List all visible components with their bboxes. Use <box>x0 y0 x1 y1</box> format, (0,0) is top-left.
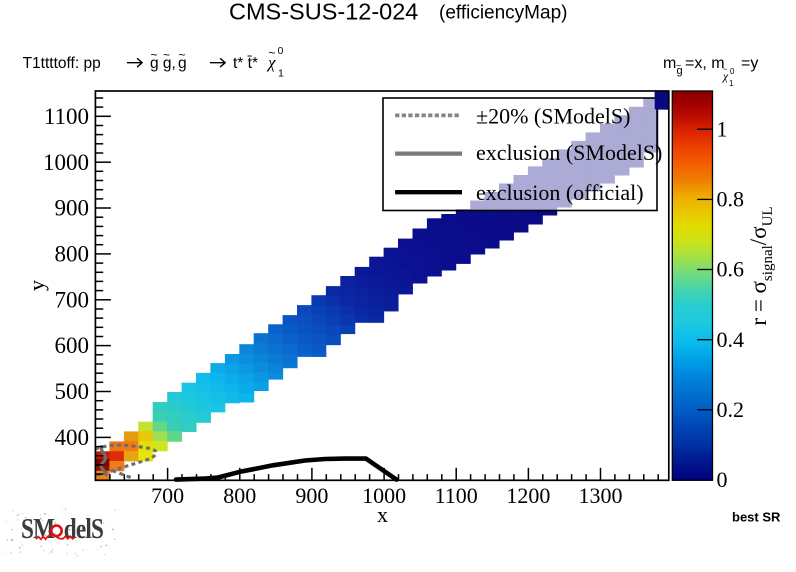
svg-text:900: 900 <box>295 483 328 508</box>
svg-text:0.2: 0.2 <box>717 397 745 422</box>
svg-text:800: 800 <box>55 242 90 267</box>
svg-text:SM: SM <box>21 513 55 545</box>
svg-text:~: ~ <box>676 61 681 71</box>
svg-text:900: 900 <box>55 196 90 221</box>
svg-text:x: x <box>377 502 388 527</box>
svg-text:1000: 1000 <box>43 150 89 175</box>
svg-text:CMS-SUS-12-024: CMS-SUS-12-024 <box>229 0 418 25</box>
svg-text:0: 0 <box>278 45 284 57</box>
svg-text:exclusion (SModelS): exclusion (SModelS) <box>476 140 662 165</box>
svg-text:1: 1 <box>729 79 734 88</box>
svg-text:0.4: 0.4 <box>717 327 745 352</box>
svg-text:400: 400 <box>55 425 90 450</box>
svg-text:best SR: best SR <box>732 510 781 525</box>
svg-text:χ: χ <box>266 53 276 72</box>
svg-text:1100: 1100 <box>44 104 89 129</box>
svg-text:1200: 1200 <box>506 483 550 508</box>
svg-text:700: 700 <box>55 287 90 312</box>
svg-text:0.6: 0.6 <box>717 257 745 282</box>
svg-text:1: 1 <box>717 116 728 141</box>
svg-text:~: ~ <box>269 46 276 60</box>
svg-text:t* t̄*: t* t̄* <box>233 55 258 72</box>
svg-text:700: 700 <box>151 483 184 508</box>
svg-text:0: 0 <box>730 67 735 76</box>
svg-text:y: y <box>24 280 49 291</box>
svg-text:~: ~ <box>163 48 170 62</box>
svg-text:χ: χ <box>722 71 729 83</box>
svg-text:±20% (SModelS): ±20% (SModelS) <box>476 103 630 128</box>
svg-text:~: ~ <box>179 48 186 62</box>
svg-text:=x, m: =x, m <box>685 55 725 72</box>
svg-text:0: 0 <box>717 467 728 492</box>
svg-text:1300: 1300 <box>579 483 623 508</box>
svg-text:1000: 1000 <box>362 483 406 508</box>
svg-text:delS: delS <box>64 513 104 545</box>
svg-text:T1ttttoff: pp: T1ttttoff: pp <box>23 55 101 72</box>
svg-text:g: g <box>677 65 683 77</box>
svg-text:1100: 1100 <box>435 483 478 508</box>
svg-text:1: 1 <box>278 68 284 80</box>
svg-text:g g,: g g, <box>150 55 176 72</box>
svg-text:m: m <box>663 55 676 72</box>
svg-text:(efficiencyMap): (efficiencyMap) <box>439 3 567 24</box>
svg-text:500: 500 <box>55 379 90 404</box>
svg-text:g: g <box>178 55 187 72</box>
svg-text:0.8: 0.8 <box>717 187 745 212</box>
svg-text:~: ~ <box>151 48 158 62</box>
svg-text:800: 800 <box>223 483 256 508</box>
svg-text:exclusion (official): exclusion (official) <box>476 180 644 205</box>
svg-text:=y: =y <box>741 55 758 72</box>
svg-text:~: ~ <box>723 65 728 74</box>
svg-text:600: 600 <box>55 333 90 358</box>
